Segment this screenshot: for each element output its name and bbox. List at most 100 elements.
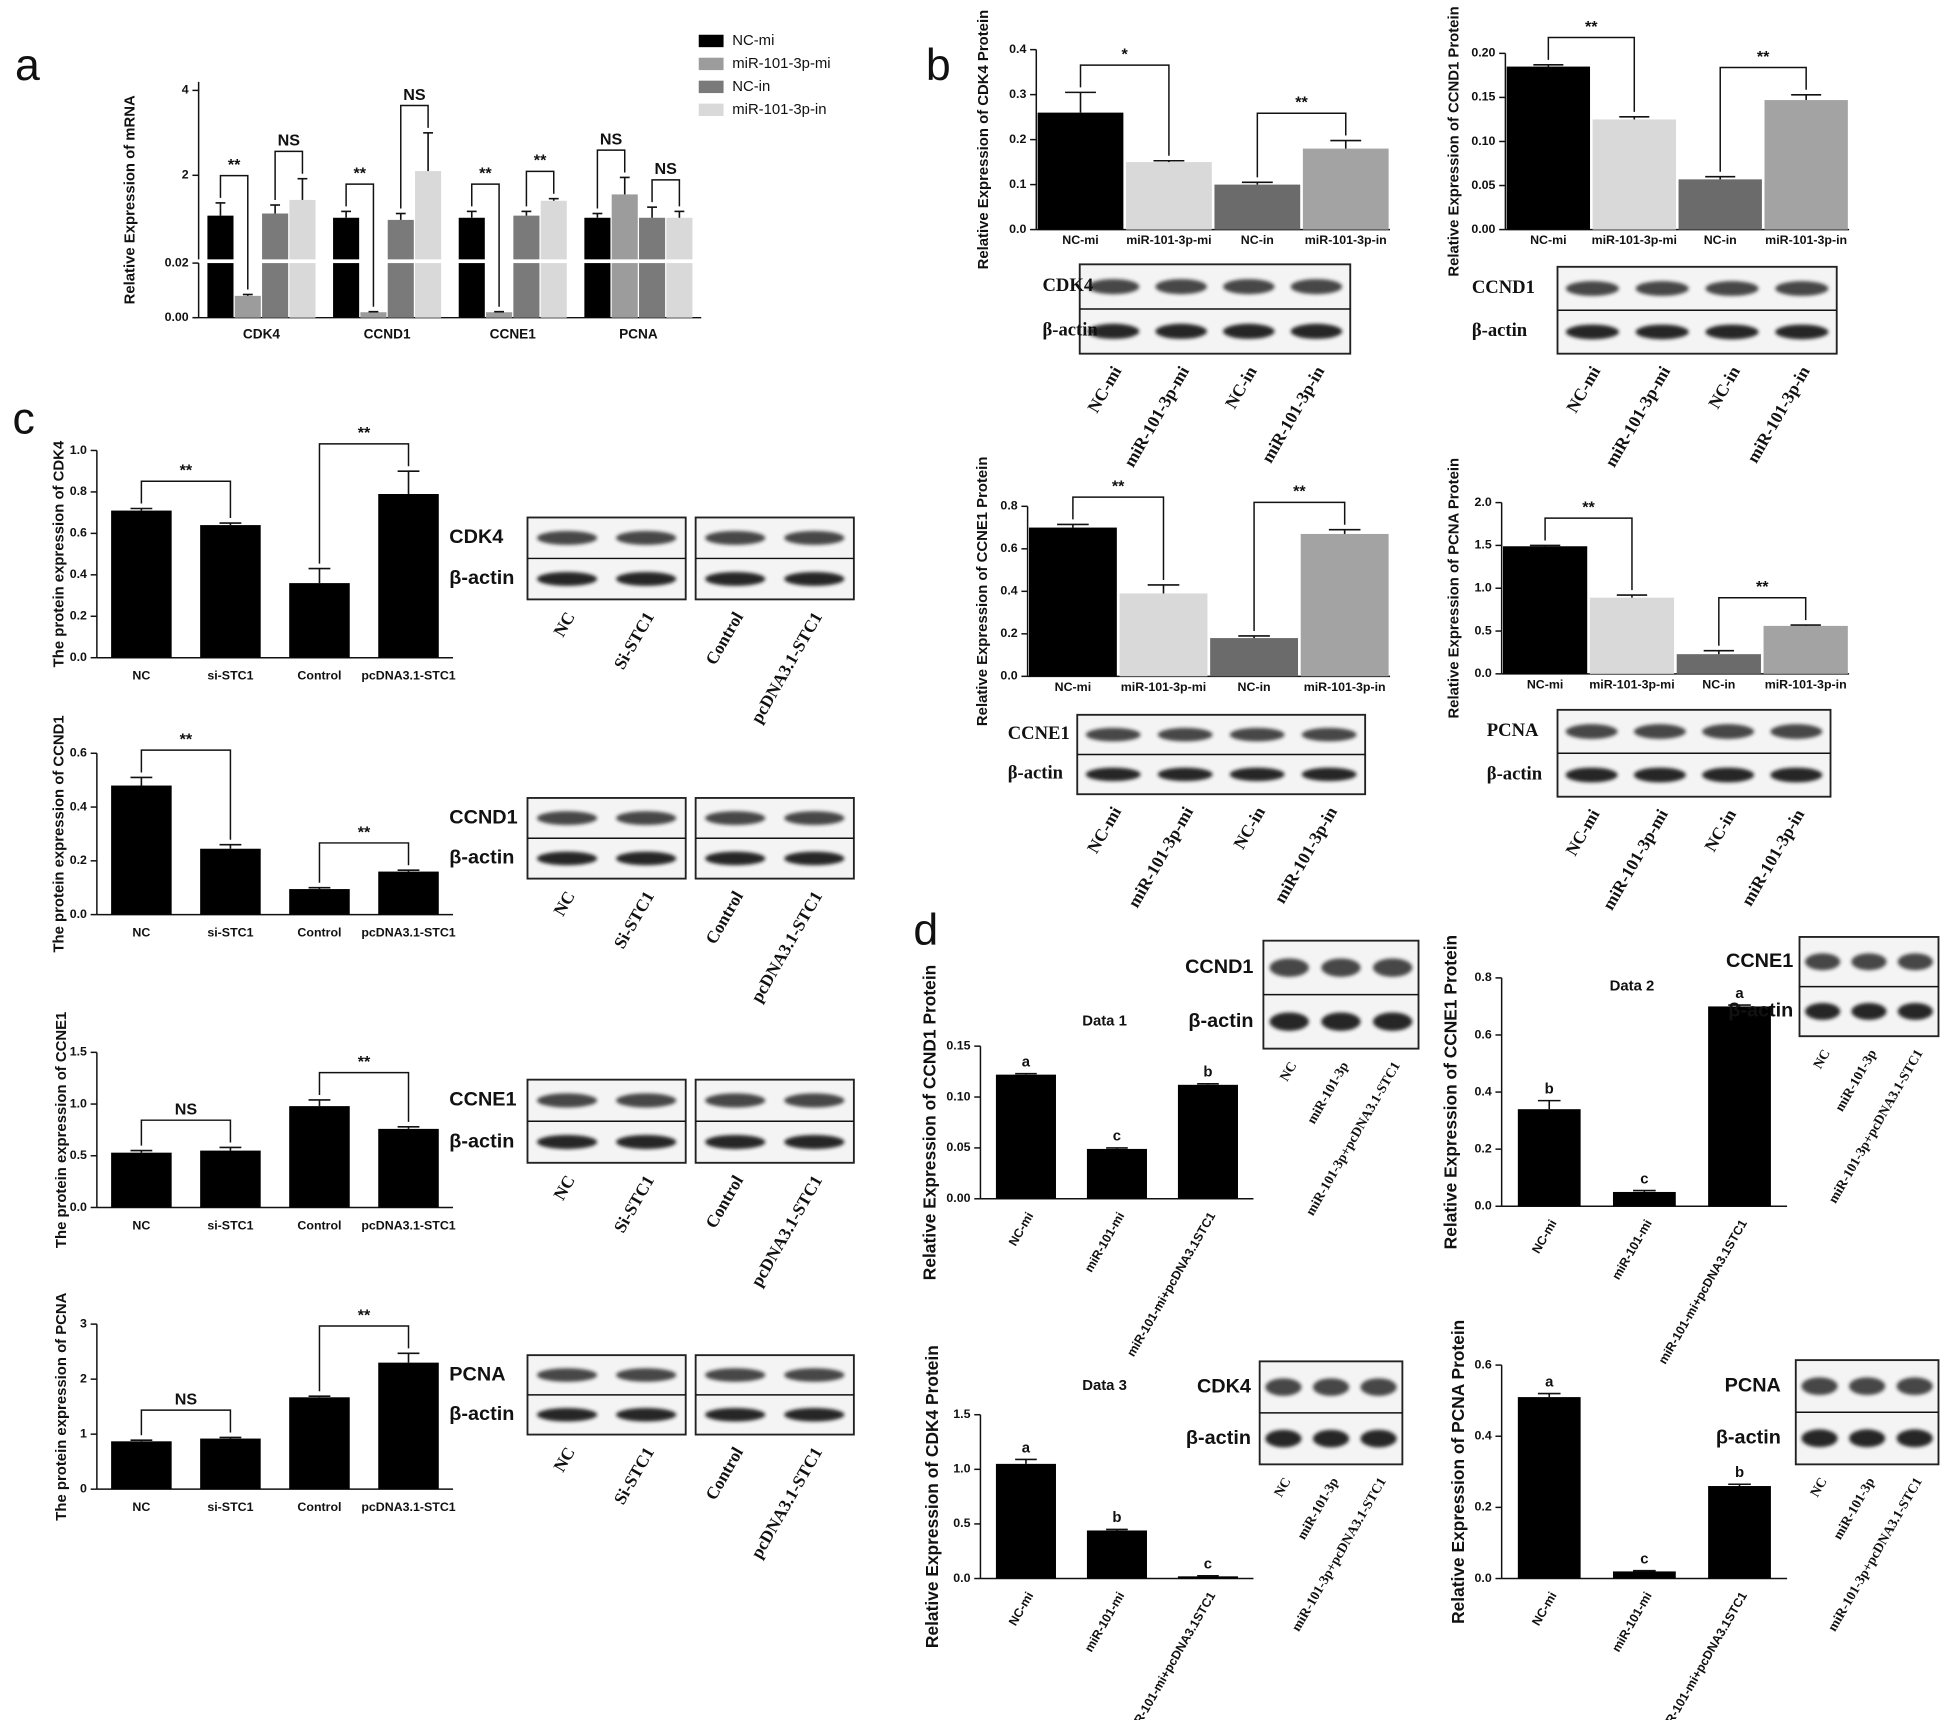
blot-band [1265,1378,1302,1396]
x-tick-label: miR-101-3p-mi [1121,680,1206,694]
bar [360,312,387,318]
y-axis-label: Relative Expression of CDK4 Protein [922,1345,942,1648]
y-tick-label: 0.10 [1471,134,1495,148]
bar [111,785,172,915]
blot-band [705,851,766,866]
significance-bracket [1544,517,1633,591]
blot-band [616,531,677,545]
significance-bracket [400,104,429,209]
group-letter: a [1022,1054,1031,1070]
blot-band [536,811,598,825]
bar [1612,1571,1676,1579]
bar [995,1074,1056,1199]
y-tick-label: 1.5 [70,1045,87,1059]
group-letter: c [1640,1171,1648,1187]
panel-label: a [15,41,40,90]
legend-swatch [698,80,724,94]
y-tick-label: 0.02 [165,255,189,269]
blot-band [1801,1377,1838,1396]
bar [1210,638,1299,677]
bar [387,263,414,318]
y-tick-label: 3 [80,1316,87,1330]
y-tick-label: 1.0 [70,1096,87,1110]
significance-bracket [318,842,410,883]
blot-band [784,1093,845,1108]
blot-row-label: β-actin [1472,320,1528,341]
bar [639,217,666,260]
blot-band [705,531,766,545]
blot-row-label: CDK4 [1042,275,1093,296]
bar [1119,593,1208,677]
x-tick-label: NC-mi [1527,677,1563,691]
x-tick-label: Control [297,1500,341,1514]
bar [666,217,693,260]
significance-label: ** [534,152,547,170]
legend-label: NC-mi [732,33,774,49]
y-tick-label: 0.6 [70,746,87,760]
y-tick-label: 0.0 [1009,222,1026,236]
blot-band [536,1407,598,1422]
x-tick-label: NC-in [1702,677,1735,691]
y-tick-label: 0.2 [1474,1141,1491,1155]
y-tick-label: 0.0 [70,650,87,664]
y-axis-label: Relative Expression of CCND1 Protein [1446,6,1462,276]
bar [111,1441,172,1490]
bar [234,295,261,318]
significance-bracket [140,1119,232,1146]
significance-bracket [1719,66,1807,172]
x-tick-label: miR-101-3p-in [1305,233,1387,247]
blot-band [705,1368,766,1382]
y-tick-label: 0.2 [1009,132,1026,146]
y-tick-label: 0.1 [1009,177,1026,191]
y-tick-label: 0.00 [1471,222,1495,236]
x-tick-label: NC-in [1241,233,1274,247]
blot-band [1565,281,1619,296]
y-tick-label: 0.4 [70,799,87,813]
bar [1612,1191,1676,1207]
blot-band [1705,324,1759,340]
bar [458,263,485,318]
significance-bracket [345,183,375,307]
panel-label: d [913,906,938,955]
blot-band [1290,323,1343,339]
y-tick-label: 0.2 [70,609,87,623]
panel-label: b [926,41,951,90]
bar [995,1463,1056,1579]
significance-label: ** [1293,483,1306,501]
blot-band [1770,724,1823,739]
y-axis-label: Relative Expression of PCNA Protein [1448,1320,1468,1624]
bar [1708,1486,1771,1579]
blot-band [1269,1012,1309,1031]
significance-bracket [1079,64,1170,156]
x-tick-label: miR-101-3p-mi [1589,677,1674,691]
blot-band [616,571,677,586]
bar [111,510,172,658]
bar [262,263,289,318]
blot-row-label: PCNA [449,1363,505,1385]
blot-band [1087,323,1140,339]
blot-band [1849,1429,1886,1448]
bar [1028,527,1117,677]
x-tick-label: pcDNA3.1-STC1 [361,1218,455,1232]
bar [1589,597,1675,674]
y-axis-label: Relative Expression of CCND1 Protein [919,965,939,1280]
y-axis-label: Relative Expression of CDK4 Protein [976,10,992,270]
significance-bracket [1547,36,1636,112]
blot-band [1312,1378,1350,1396]
bar [639,263,666,318]
blot-band [705,1407,766,1422]
blot-band [1897,1002,1933,1020]
y-tick-label: 0.8 [1474,970,1491,984]
significance-label: ** [1295,94,1308,112]
bar [378,1362,439,1490]
blot-band [1157,767,1213,782]
significance-bracket [1072,496,1165,580]
x-tick-label: Control [297,669,341,683]
y-axis-label: The protein expression of CCND1 [52,715,68,952]
legend-label: miR-101-3p-in [732,102,826,118]
y-axis-label: The protein expression of PCNA [54,1292,70,1520]
bar [378,1128,439,1208]
group-letter: a [1022,1440,1031,1456]
blot-band [1301,767,1357,782]
x-tick-label: CDK4 [243,327,281,342]
